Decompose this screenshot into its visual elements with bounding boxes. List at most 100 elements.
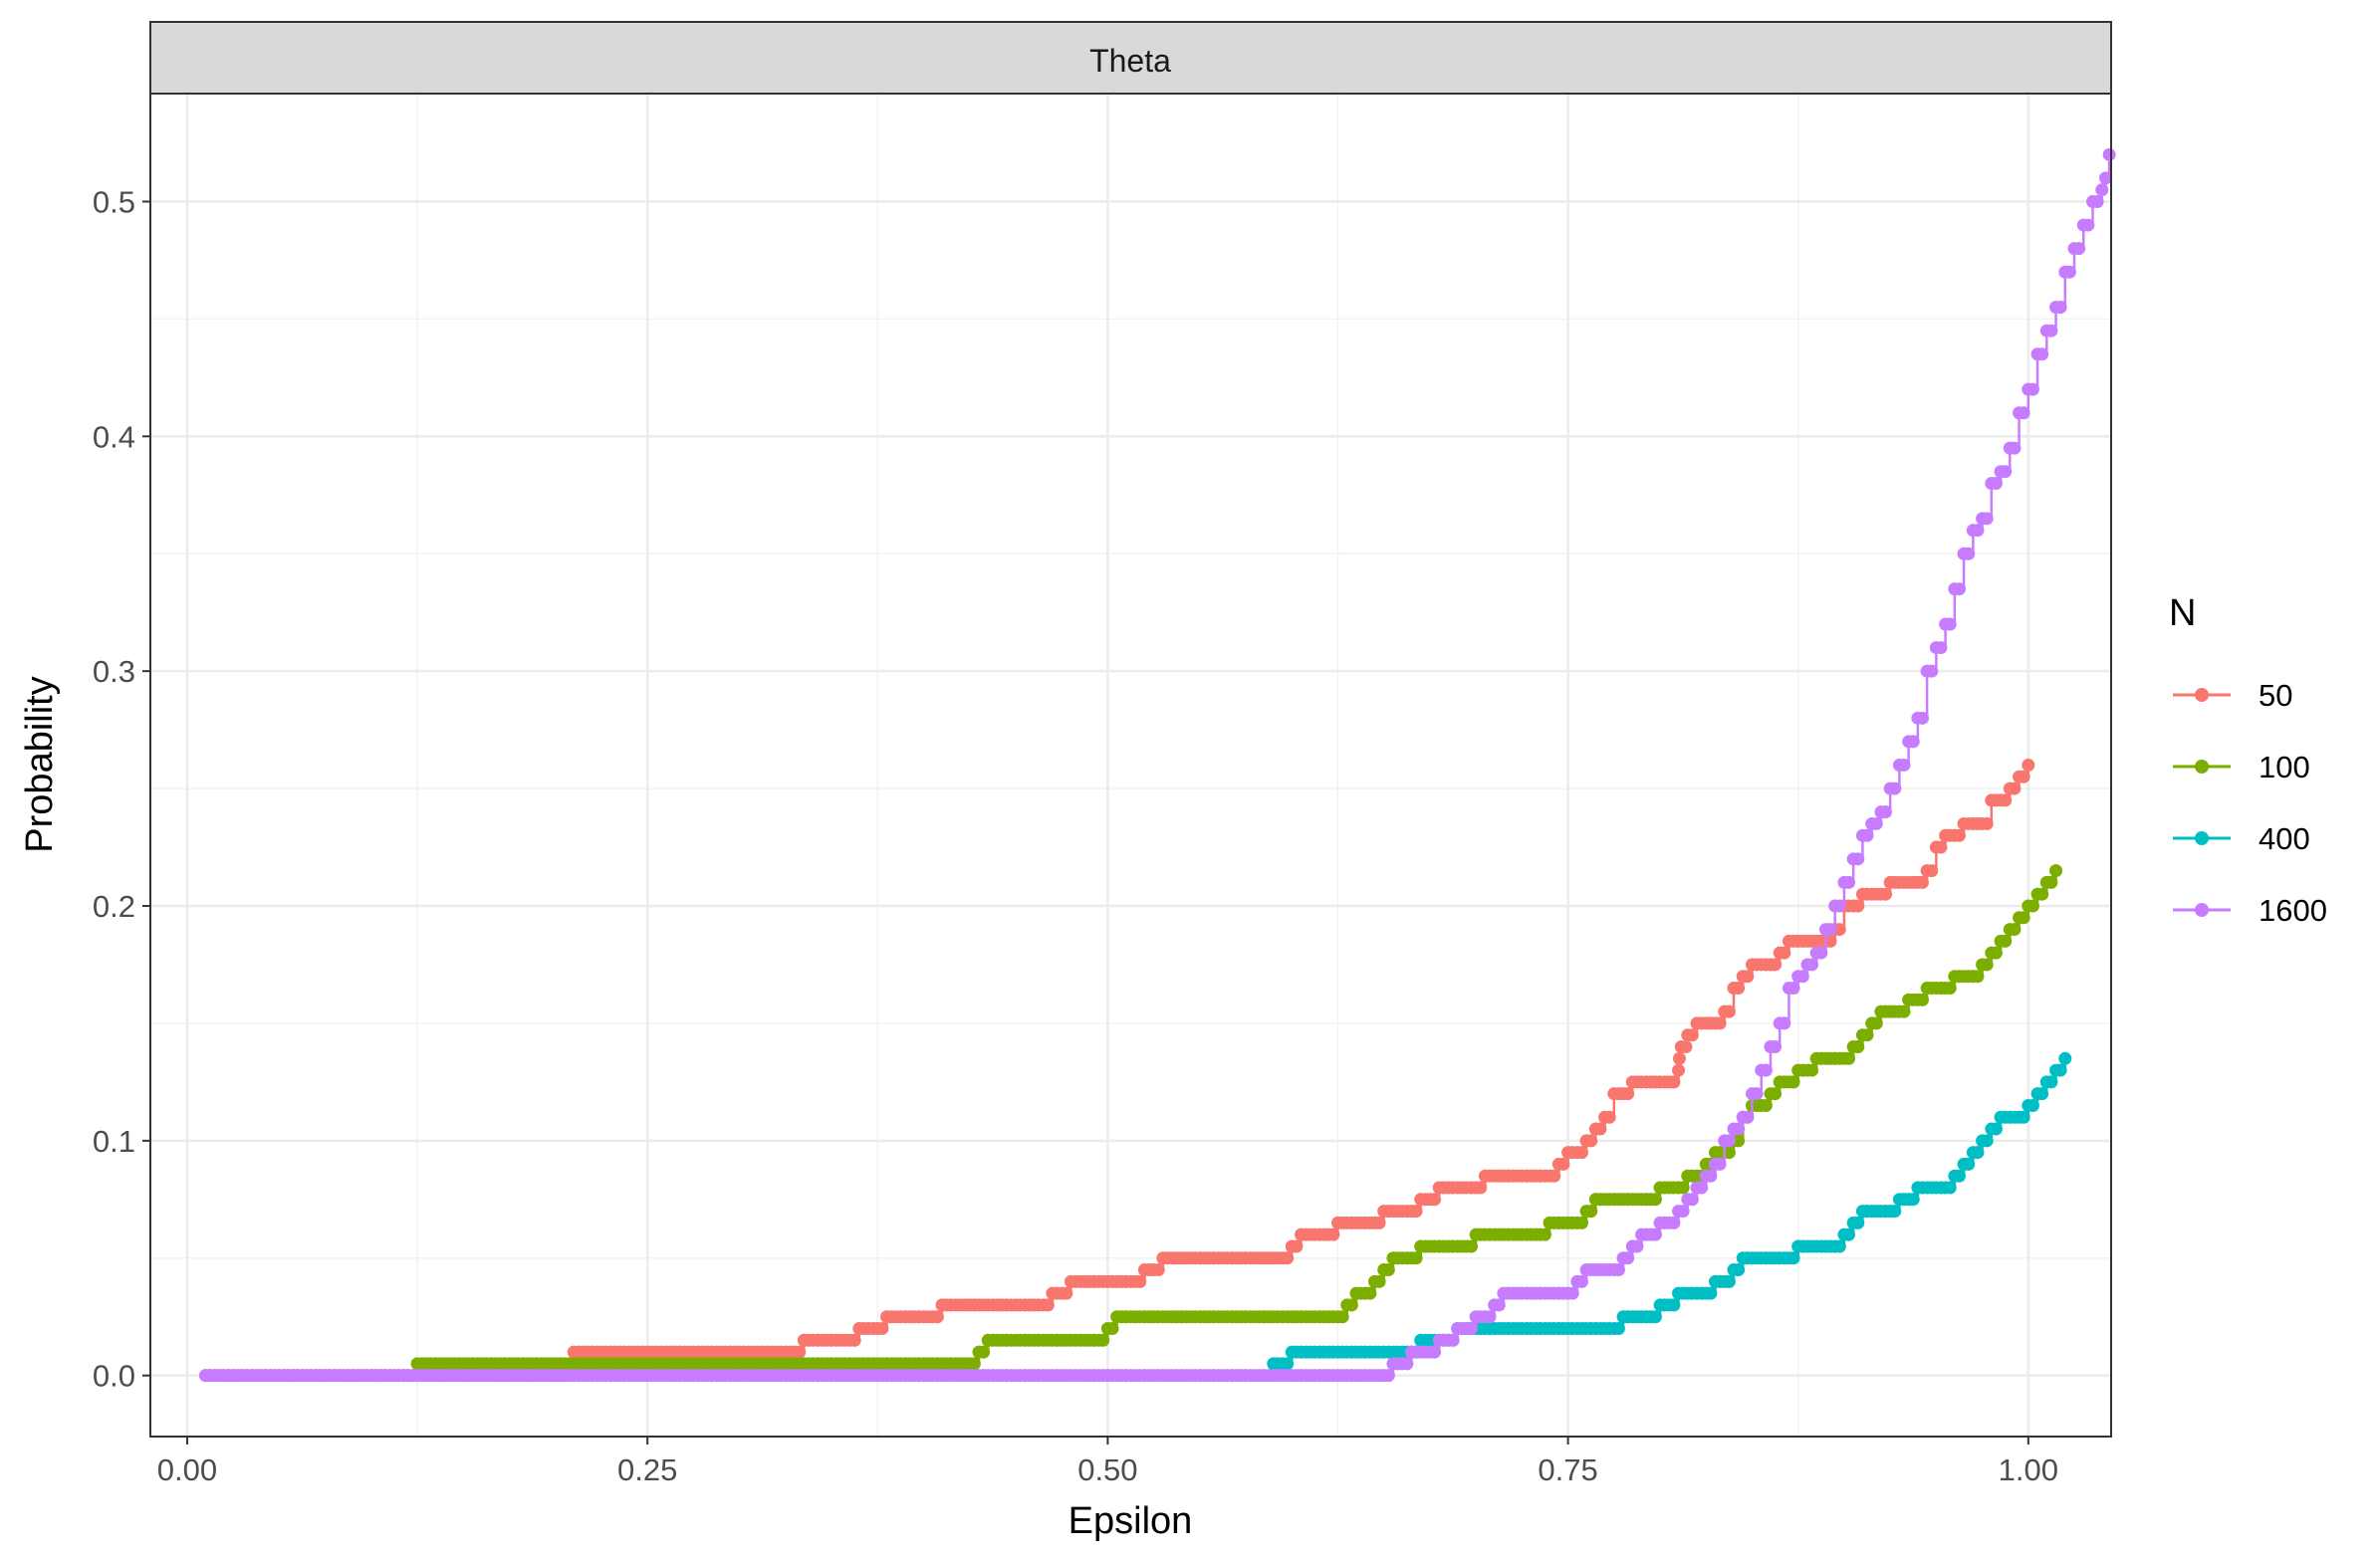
data-point xyxy=(1759,1063,1773,1077)
y-axis-title: Probability xyxy=(19,676,61,852)
data-point xyxy=(2008,781,2022,795)
data-point xyxy=(2017,1110,2030,1124)
data-point xyxy=(2095,183,2109,197)
data-point xyxy=(1814,946,1828,960)
data-point xyxy=(1869,816,1883,830)
data-point xyxy=(1832,1239,1846,1253)
data-point xyxy=(1860,828,1874,842)
data-point xyxy=(2025,1098,2039,1112)
data-point xyxy=(1805,1063,1819,1077)
data-point xyxy=(1611,1263,1625,1277)
data-point xyxy=(1574,1216,1588,1229)
data-point xyxy=(1795,970,1809,984)
data-point xyxy=(1888,781,1902,795)
data-point xyxy=(793,1345,807,1359)
data-point xyxy=(2008,923,2022,937)
data-point xyxy=(1980,512,1994,526)
data-point xyxy=(1574,1146,1588,1160)
data-point xyxy=(1897,1004,1911,1018)
data-point xyxy=(1574,1274,1588,1288)
data-point xyxy=(1372,1216,1386,1229)
data-point xyxy=(2058,1051,2072,1065)
data-point xyxy=(1621,1251,1635,1265)
data-point xyxy=(1989,476,2003,490)
data-point xyxy=(1648,1227,1662,1241)
data-point xyxy=(1915,875,1929,889)
data-point xyxy=(1372,1274,1386,1288)
data-point xyxy=(2053,1063,2067,1077)
data-point xyxy=(1679,1040,1693,1054)
data-point xyxy=(1842,1051,1856,1065)
data-point xyxy=(1713,1016,1727,1030)
data-point xyxy=(2022,759,2035,772)
data-point xyxy=(1722,1146,1736,1160)
data-point xyxy=(2062,265,2076,279)
x-tick-label: 0.00 xyxy=(157,1452,217,1487)
data-point xyxy=(1381,1263,1395,1277)
data-point xyxy=(1281,1357,1295,1371)
data-point xyxy=(1713,1157,1727,1171)
y-tick-label: 0.3 xyxy=(93,654,135,689)
data-point xyxy=(1722,1274,1736,1288)
data-point xyxy=(2035,887,2049,901)
data-point xyxy=(1842,1227,1856,1241)
data-point xyxy=(2044,324,2058,337)
data-point xyxy=(1741,1110,1755,1124)
data-point xyxy=(2090,194,2104,208)
data-point xyxy=(2053,301,2067,315)
data-point xyxy=(1999,793,2013,807)
data-point xyxy=(1704,1286,1718,1300)
data-point xyxy=(1667,1075,1681,1089)
data-point xyxy=(1879,887,1893,901)
data-point xyxy=(1778,1016,1791,1030)
data-point xyxy=(1685,1193,1699,1207)
data-point xyxy=(1060,1286,1073,1300)
data-point xyxy=(1971,970,1985,984)
data-point xyxy=(1851,1216,1865,1229)
data-point xyxy=(1621,1087,1635,1101)
data-point xyxy=(1151,1263,1165,1277)
data-point xyxy=(1989,946,2003,960)
data-point xyxy=(1732,1263,1746,1277)
plot-panel-border xyxy=(149,93,2112,1438)
data-point xyxy=(847,1333,861,1347)
data-point xyxy=(2044,1075,2058,1089)
legend: N 50 100 400 1600 xyxy=(2169,592,2327,928)
data-point xyxy=(1999,934,2013,948)
y-tick-label: 0.5 xyxy=(93,184,135,219)
data-point xyxy=(2035,347,2049,361)
data-point xyxy=(1962,547,1976,560)
legend-label: 100 xyxy=(2259,750,2310,784)
data-point xyxy=(1925,864,1939,878)
data-point xyxy=(1722,1134,1736,1148)
data-point xyxy=(1971,1146,1985,1160)
data-point xyxy=(1667,1216,1681,1229)
legend-key-point xyxy=(2195,760,2209,774)
data-point xyxy=(1428,1193,1442,1207)
data-point xyxy=(1980,1134,1994,1148)
data-point xyxy=(1943,1181,1957,1195)
legend-item-1600: 1600 xyxy=(2173,893,2327,928)
data-point xyxy=(1897,759,1911,772)
data-point xyxy=(1759,1098,1773,1112)
y-axis: 0.0 0.1 0.2 0.3 0.4 0.5 xyxy=(93,184,150,1394)
series-100 xyxy=(410,864,2063,1371)
data-point xyxy=(1676,1181,1690,1195)
data-point xyxy=(1290,1239,1304,1253)
x-tick-label: 0.50 xyxy=(1077,1452,1137,1487)
data-point xyxy=(2025,899,2039,913)
y-tick-label: 0.0 xyxy=(93,1359,135,1394)
data-point xyxy=(1676,1205,1690,1219)
facet-strip xyxy=(149,21,2112,95)
data-point xyxy=(1400,1357,1414,1371)
series-1600 xyxy=(198,147,2116,1383)
data-point xyxy=(2017,911,2030,925)
data-point xyxy=(1962,1157,1976,1171)
data-point xyxy=(1133,1274,1147,1288)
plot-panel xyxy=(150,94,2111,1437)
data-point xyxy=(1741,970,1755,984)
data-point xyxy=(1925,664,1939,678)
data-point xyxy=(2098,171,2112,185)
data-point xyxy=(2008,441,2022,455)
data-point xyxy=(1465,1239,1479,1253)
